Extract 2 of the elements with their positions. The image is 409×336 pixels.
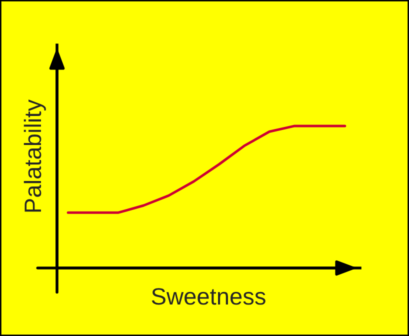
x-axis-title: Sweetness: [152, 288, 266, 305]
y-axis-title: Palatability: [24, 99, 46, 212]
